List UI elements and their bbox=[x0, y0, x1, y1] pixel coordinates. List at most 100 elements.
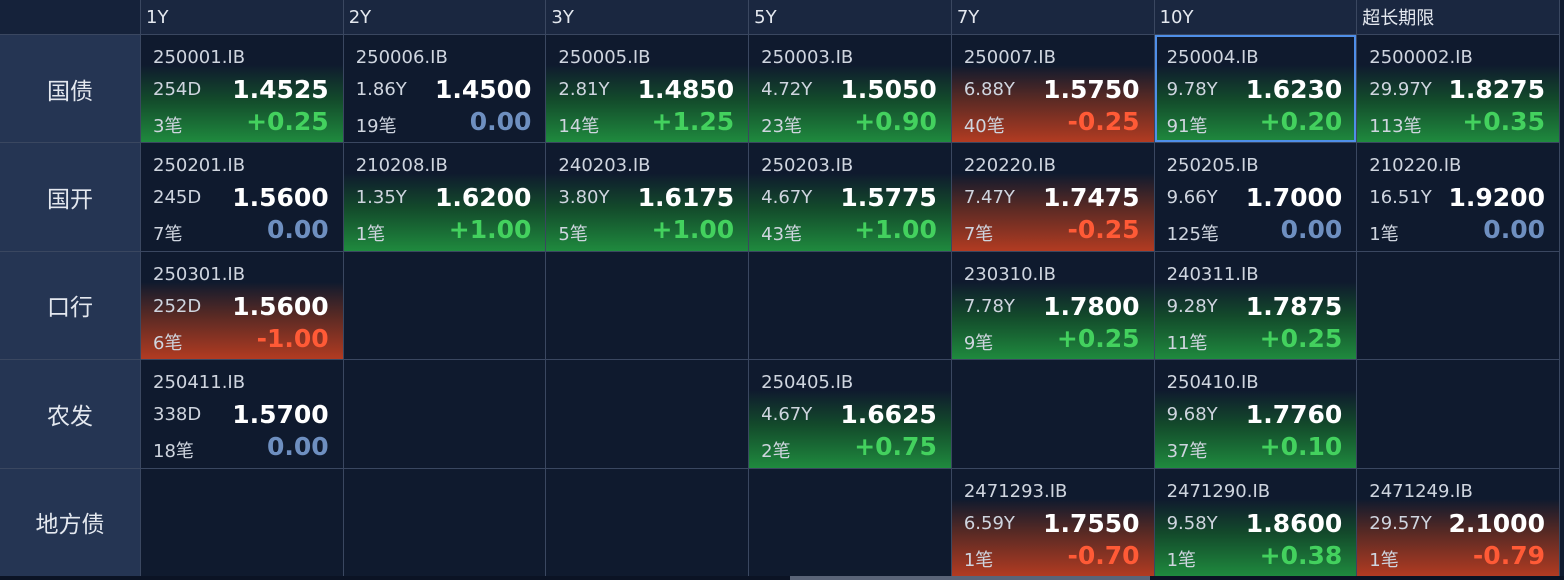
quote-cell[interactable]: 250411.IB 338D 1.5700 18笔 0.00 bbox=[141, 360, 343, 468]
yield-change: -0.79 bbox=[1472, 540, 1545, 570]
column-header[interactable]: 1Y bbox=[141, 0, 343, 34]
trade-count: 7笔 bbox=[153, 224, 183, 246]
yield-change: -0.70 bbox=[1067, 540, 1140, 570]
bond-term: 9.66Y bbox=[1166, 187, 1218, 209]
bond-code: 250201.IB bbox=[153, 155, 246, 177]
trade-count: 3笔 bbox=[153, 116, 183, 137]
quote-cell[interactable]: 240311.IB 9.28Y 1.7875 11笔 +0.25 bbox=[1154, 251, 1357, 360]
yield-change: 0.00 bbox=[267, 432, 329, 462]
row-header[interactable]: 农发 bbox=[0, 360, 140, 468]
column-header[interactable]: 7Y bbox=[951, 0, 1154, 34]
bond-term: 252D bbox=[153, 295, 202, 317]
quote-cell[interactable]: 250005.IB 2.81Y 1.4850 14笔 +1.25 bbox=[546, 35, 749, 143]
quote-cell[interactable]: 250003.IB 4.72Y 1.5050 23笔 +0.90 bbox=[749, 35, 951, 143]
bond-term: 29.97Y bbox=[1369, 79, 1432, 100]
column-header[interactable]: 超长期限 bbox=[1357, 0, 1559, 34]
grid-corner bbox=[0, 0, 140, 34]
trade-count: 1笔 bbox=[355, 224, 386, 246]
trade-count: 1笔 bbox=[1166, 549, 1197, 571]
bond-term: 6.59Y bbox=[963, 512, 1015, 534]
trade-count: 125笔 bbox=[1166, 224, 1219, 246]
bond-term: 4.67Y bbox=[761, 404, 813, 426]
bond-term: 1.35Y bbox=[355, 187, 407, 209]
trade-count: 9笔 bbox=[963, 332, 994, 354]
quote-cell[interactable]: 250201.IB 245D 1.5600 7笔 0.00 bbox=[141, 143, 343, 251]
yield-change: -0.25 bbox=[1067, 107, 1140, 136]
bond-code: 250007.IB bbox=[963, 47, 1056, 68]
quote-cell[interactable]: 2471293.IB 6.59Y 1.7550 1笔 -0.70 bbox=[951, 468, 1154, 576]
quote-cell[interactable]: 250007.IB 6.88Y 1.5750 40笔 -0.25 bbox=[951, 35, 1154, 143]
yield-change: +0.90 bbox=[854, 107, 937, 136]
quote-cell[interactable]: 250405.IB 4.67Y 1.6625 2笔 +0.75 bbox=[749, 360, 951, 468]
quote-cell[interactable]: 240203.IB 3.80Y 1.6175 5笔 +1.00 bbox=[546, 143, 749, 251]
quote-cell[interactable]: 2471290.IB 9.58Y 1.8600 1笔 +0.38 bbox=[1154, 468, 1357, 576]
bond-code: 250001.IB bbox=[153, 47, 246, 68]
yield-change: 0.00 bbox=[469, 107, 532, 136]
row-header[interactable]: 国债 bbox=[0, 35, 140, 143]
bond-term: 4.72Y bbox=[761, 79, 813, 100]
quote-cell[interactable]: 250205.IB 9.66Y 1.7000 125笔 0.00 bbox=[1154, 143, 1357, 251]
yield-change: +0.10 bbox=[1259, 432, 1343, 462]
bond-yield: 1.6175 bbox=[637, 183, 735, 213]
column-header[interactable]: 5Y bbox=[749, 0, 951, 34]
yield-change: +1.00 bbox=[448, 215, 532, 245]
yield-change: +0.75 bbox=[854, 432, 937, 462]
yield-change: +1.00 bbox=[854, 215, 937, 245]
trade-count: 1笔 bbox=[1369, 549, 1399, 571]
column-header[interactable]: 2Y bbox=[343, 0, 546, 34]
trade-count: 23笔 bbox=[761, 116, 803, 137]
trade-count: 19笔 bbox=[355, 116, 397, 137]
empty-quote-cell bbox=[343, 251, 546, 360]
quote-cell[interactable]: 250301.IB 252D 1.5600 6笔 -1.00 bbox=[141, 251, 343, 360]
bond-code: 210220.IB bbox=[1369, 155, 1462, 177]
bond-yield: 1.5050 bbox=[840, 75, 937, 104]
yield-change: +1.25 bbox=[651, 107, 735, 136]
column-header[interactable]: 3Y bbox=[546, 0, 749, 34]
trade-count: 14笔 bbox=[558, 116, 600, 137]
empty-quote-cell bbox=[141, 468, 343, 576]
quote-cell[interactable]: 250203.IB 4.67Y 1.5775 43笔 +1.00 bbox=[749, 143, 951, 251]
quote-cell[interactable]: 220220.IB 7.47Y 1.7475 7笔 -0.25 bbox=[951, 143, 1154, 251]
quote-cell[interactable]: 230310.IB 7.78Y 1.7800 9笔 +0.25 bbox=[951, 251, 1154, 360]
row-header[interactable]: 口行 bbox=[0, 251, 140, 360]
bond-yield: 1.7000 bbox=[1245, 183, 1343, 213]
row-header[interactable]: 地方债 bbox=[0, 468, 140, 576]
yield-change: +0.25 bbox=[1056, 323, 1140, 353]
trade-count: 18笔 bbox=[153, 441, 194, 463]
trade-count: 43笔 bbox=[761, 224, 803, 246]
quote-cell[interactable]: 210208.IB 1.35Y 1.6200 1笔 +1.00 bbox=[343, 143, 546, 251]
quote-cell[interactable]: 2500002.IB 29.97Y 1.8275 113笔 +0.35 bbox=[1357, 35, 1559, 143]
bond-code: 210208.IB bbox=[355, 155, 448, 177]
row-header[interactable]: 国开 bbox=[0, 143, 140, 251]
bond-yield: 1.7760 bbox=[1245, 400, 1343, 430]
quote-cell[interactable]: 210220.IB 16.51Y 1.9200 1笔 0.00 bbox=[1357, 143, 1559, 251]
scrollbar-thumb[interactable] bbox=[790, 576, 1150, 580]
quote-cell[interactable]: 250410.IB 9.68Y 1.7760 37笔 +0.10 bbox=[1154, 360, 1357, 468]
bond-yield: 1.7550 bbox=[1043, 508, 1140, 538]
trade-count: 40笔 bbox=[963, 116, 1005, 137]
empty-quote-cell bbox=[749, 468, 951, 576]
bond-code: 250205.IB bbox=[1166, 155, 1259, 177]
bond-yield: 2.1000 bbox=[1448, 508, 1545, 538]
empty-quote-cell bbox=[546, 468, 749, 576]
quote-cell[interactable]: 250001.IB 254D 1.4525 3笔 +0.25 bbox=[141, 35, 343, 143]
bond-code: 250004.IB bbox=[1166, 47, 1259, 68]
yield-change: 0.00 bbox=[1483, 215, 1545, 245]
quote-cell[interactable]: 250004.IB 9.78Y 1.6230 91笔 +0.20 bbox=[1154, 35, 1357, 143]
bond-yield: 1.8275 bbox=[1448, 75, 1545, 104]
bond-yield: 1.7800 bbox=[1043, 291, 1140, 321]
trade-count: 11笔 bbox=[1166, 332, 1208, 354]
bond-code: 250006.IB bbox=[355, 47, 448, 68]
bond-code: 250411.IB bbox=[153, 372, 246, 394]
bond-term: 2.81Y bbox=[558, 79, 610, 100]
horizontal-scrollbar[interactable] bbox=[0, 576, 1564, 580]
column-header[interactable]: 10Y bbox=[1154, 0, 1357, 34]
bond-term: 254D bbox=[153, 79, 202, 100]
quote-cell[interactable]: 250006.IB 1.86Y 1.4500 19笔 0.00 bbox=[343, 35, 546, 143]
bond-term: 7.47Y bbox=[963, 187, 1015, 209]
bond-code: 250301.IB bbox=[153, 263, 246, 285]
quote-cell[interactable]: 2471249.IB 29.57Y 2.1000 1笔 -0.79 bbox=[1357, 468, 1559, 576]
empty-quote-cell bbox=[343, 468, 546, 576]
bond-code: 2500002.IB bbox=[1369, 47, 1473, 68]
bond-term: 9.28Y bbox=[1166, 295, 1218, 317]
